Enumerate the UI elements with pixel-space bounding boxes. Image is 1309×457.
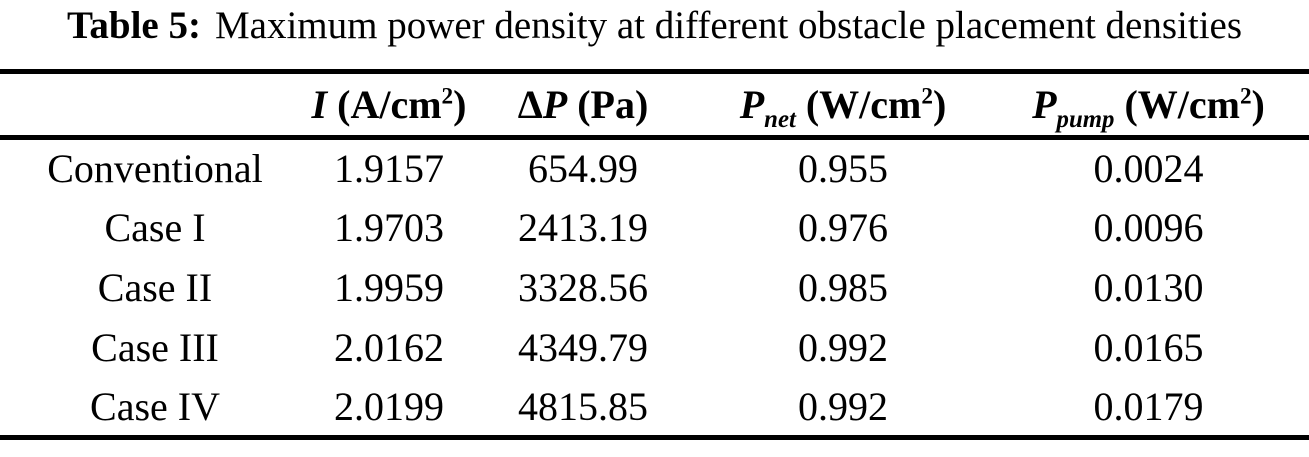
unit-superscript: 2 (441, 83, 454, 110)
cell-current-density: 1.9157 (334, 146, 444, 192)
math-symbol: I (311, 82, 328, 127)
column-header-net-power: Pnet (W/cm2) (698, 71, 988, 140)
cell-net-power: 0.985 (798, 265, 888, 310)
cell-pressure-drop: 4349.79 (518, 325, 648, 370)
cell-pump-power: 0.0096 (1093, 205, 1204, 250)
table-caption-text: Maximum power density at different obsta… (214, 4, 1243, 47)
column-header-current-density: I (A/cm2) (310, 71, 468, 140)
table-row-case-1: Case I 1.9703 2413.19 0.976 0.0096 (0, 198, 1309, 258)
cell-pump-power: 0.0179 (1093, 383, 1204, 429)
cell-net-power: 0.992 (798, 383, 888, 429)
cell-pressure-drop: 4815.85 (518, 383, 648, 429)
unit-text: (Pa (577, 82, 635, 127)
cell-pressure-drop: 3328.56 (518, 265, 648, 310)
math-symbol: P (1032, 82, 1057, 127)
table-caption-label: Table 5: (66, 4, 201, 47)
table-row-case-2: Case II 1.9959 3328.56 0.985 0.0130 (0, 258, 1309, 318)
header-empty-cell (0, 71, 310, 140)
cell-current-density: 1.9959 (334, 265, 444, 310)
cell-net-power: 0.992 (798, 325, 888, 370)
cell-current-density: 2.0162 (334, 325, 444, 370)
unit-superscript: 2 (1239, 83, 1252, 110)
math-symbol-prefix: Δ (517, 82, 543, 127)
row-label: Case IV (90, 383, 220, 429)
unit-text: (W/cm (805, 82, 922, 127)
table-row-case-3: Case III 2.0162 4349.79 0.992 0.0165 (0, 318, 1309, 378)
unit-label: (A/cm2) (337, 82, 466, 127)
unit-close: ) (1251, 82, 1265, 127)
unit-superscript: 2 (921, 83, 933, 110)
table-row-case-4: Case IV 2.0199 4815.85 0.992 0.0179 (0, 378, 1309, 438)
unit-text: (W/cm (1124, 82, 1240, 127)
table-caption: Table 5: Maximum power density at differe… (0, 0, 1309, 48)
unit-text: (A/cm (337, 82, 442, 127)
cell-net-power: 0.955 (798, 146, 888, 192)
cell-pump-power: 0.0165 (1093, 325, 1204, 370)
cell-net-power: 0.976 (798, 205, 888, 250)
unit-close: ) (634, 82, 649, 127)
cell-pressure-drop: 2413.19 (518, 205, 648, 250)
math-symbol: P (542, 82, 568, 127)
row-label: Case II (97, 265, 213, 310)
column-header-pressure-drop: ΔP (Pa) (468, 71, 698, 140)
math-subscript: pump (1056, 106, 1115, 133)
table-row-conventional: Conventional 1.9157 654.99 0.955 0.0024 (0, 138, 1309, 198)
header-row: I (A/cm2) ΔP (Pa) Pnet (W/cm2) Ppump (W/cm2) (0, 71, 1309, 140)
unit-close: ) (453, 82, 467, 127)
cell-current-density: 2.0199 (334, 383, 444, 429)
row-label: Case III (91, 325, 219, 370)
cell-pump-power: 0.0024 (1093, 146, 1204, 192)
unit-label: (W/cm2) (1124, 82, 1264, 127)
row-label: Case I (104, 205, 206, 250)
math-symbol: P (739, 82, 765, 127)
column-header-pump-power: Ppump (W/cm2) (988, 71, 1309, 140)
math-subscript: net (764, 106, 796, 133)
cell-pressure-drop: 654.99 (528, 146, 638, 192)
unit-close: ) (932, 82, 947, 127)
cell-current-density: 1.9703 (334, 205, 444, 250)
row-label: Conventional (47, 146, 263, 192)
unit-label: (Pa) (577, 82, 648, 127)
unit-label: (W/cm2) (806, 82, 946, 127)
cell-pump-power: 0.0130 (1093, 265, 1204, 310)
data-table: I (A/cm2) ΔP (Pa) Pnet (W/cm2) Ppump (W/cm2)… (0, 69, 1309, 440)
